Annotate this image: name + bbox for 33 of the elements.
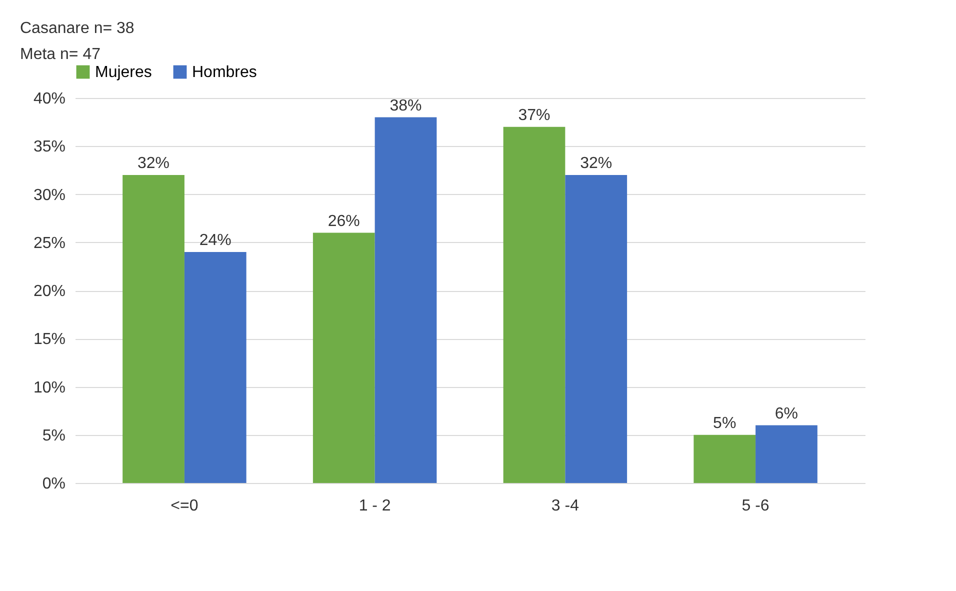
y-tick-label: 25%: [33, 234, 66, 252]
bar: [565, 175, 628, 483]
x-tick-label: <=0: [170, 498, 198, 514]
data-label: 6%: [774, 405, 798, 422]
data-label: 37%: [518, 106, 550, 124]
bar: [694, 434, 756, 483]
text: Casanare n= 38: [20, 20, 134, 37]
bar: [503, 126, 566, 483]
bar: [122, 175, 184, 483]
text: Meta n= 47: [20, 46, 101, 63]
y-tick-label: 10%: [33, 379, 66, 396]
y-tick-label: 35%: [33, 138, 66, 156]
x-tick-label: 3 -4: [551, 498, 580, 514]
data-label: 38%: [390, 97, 422, 114]
y-tick-label: 30%: [33, 186, 66, 204]
x-tick-label: 1 - 2: [358, 498, 391, 514]
data-label: 26%: [328, 212, 360, 230]
y-tick-label: 20%: [33, 283, 66, 300]
data-label: 5%: [713, 414, 736, 432]
y-tick-label: 15%: [33, 331, 66, 348]
x-tick-label: 5 -6: [742, 498, 770, 514]
data-label: 24%: [199, 232, 232, 249]
data-label: 32%: [580, 155, 612, 172]
bar: [312, 232, 375, 483]
data-label: 32%: [138, 155, 170, 172]
bar: [756, 425, 818, 483]
y-tick-label: 5%: [42, 427, 66, 444]
legend-label: Mujeres: [95, 64, 152, 81]
legend-label: Hombres: [192, 64, 257, 81]
y-tick-label: 40%: [33, 90, 66, 108]
y-tick-label: 0%: [42, 476, 66, 492]
bar: [184, 252, 246, 483]
bar: [374, 117, 437, 483]
